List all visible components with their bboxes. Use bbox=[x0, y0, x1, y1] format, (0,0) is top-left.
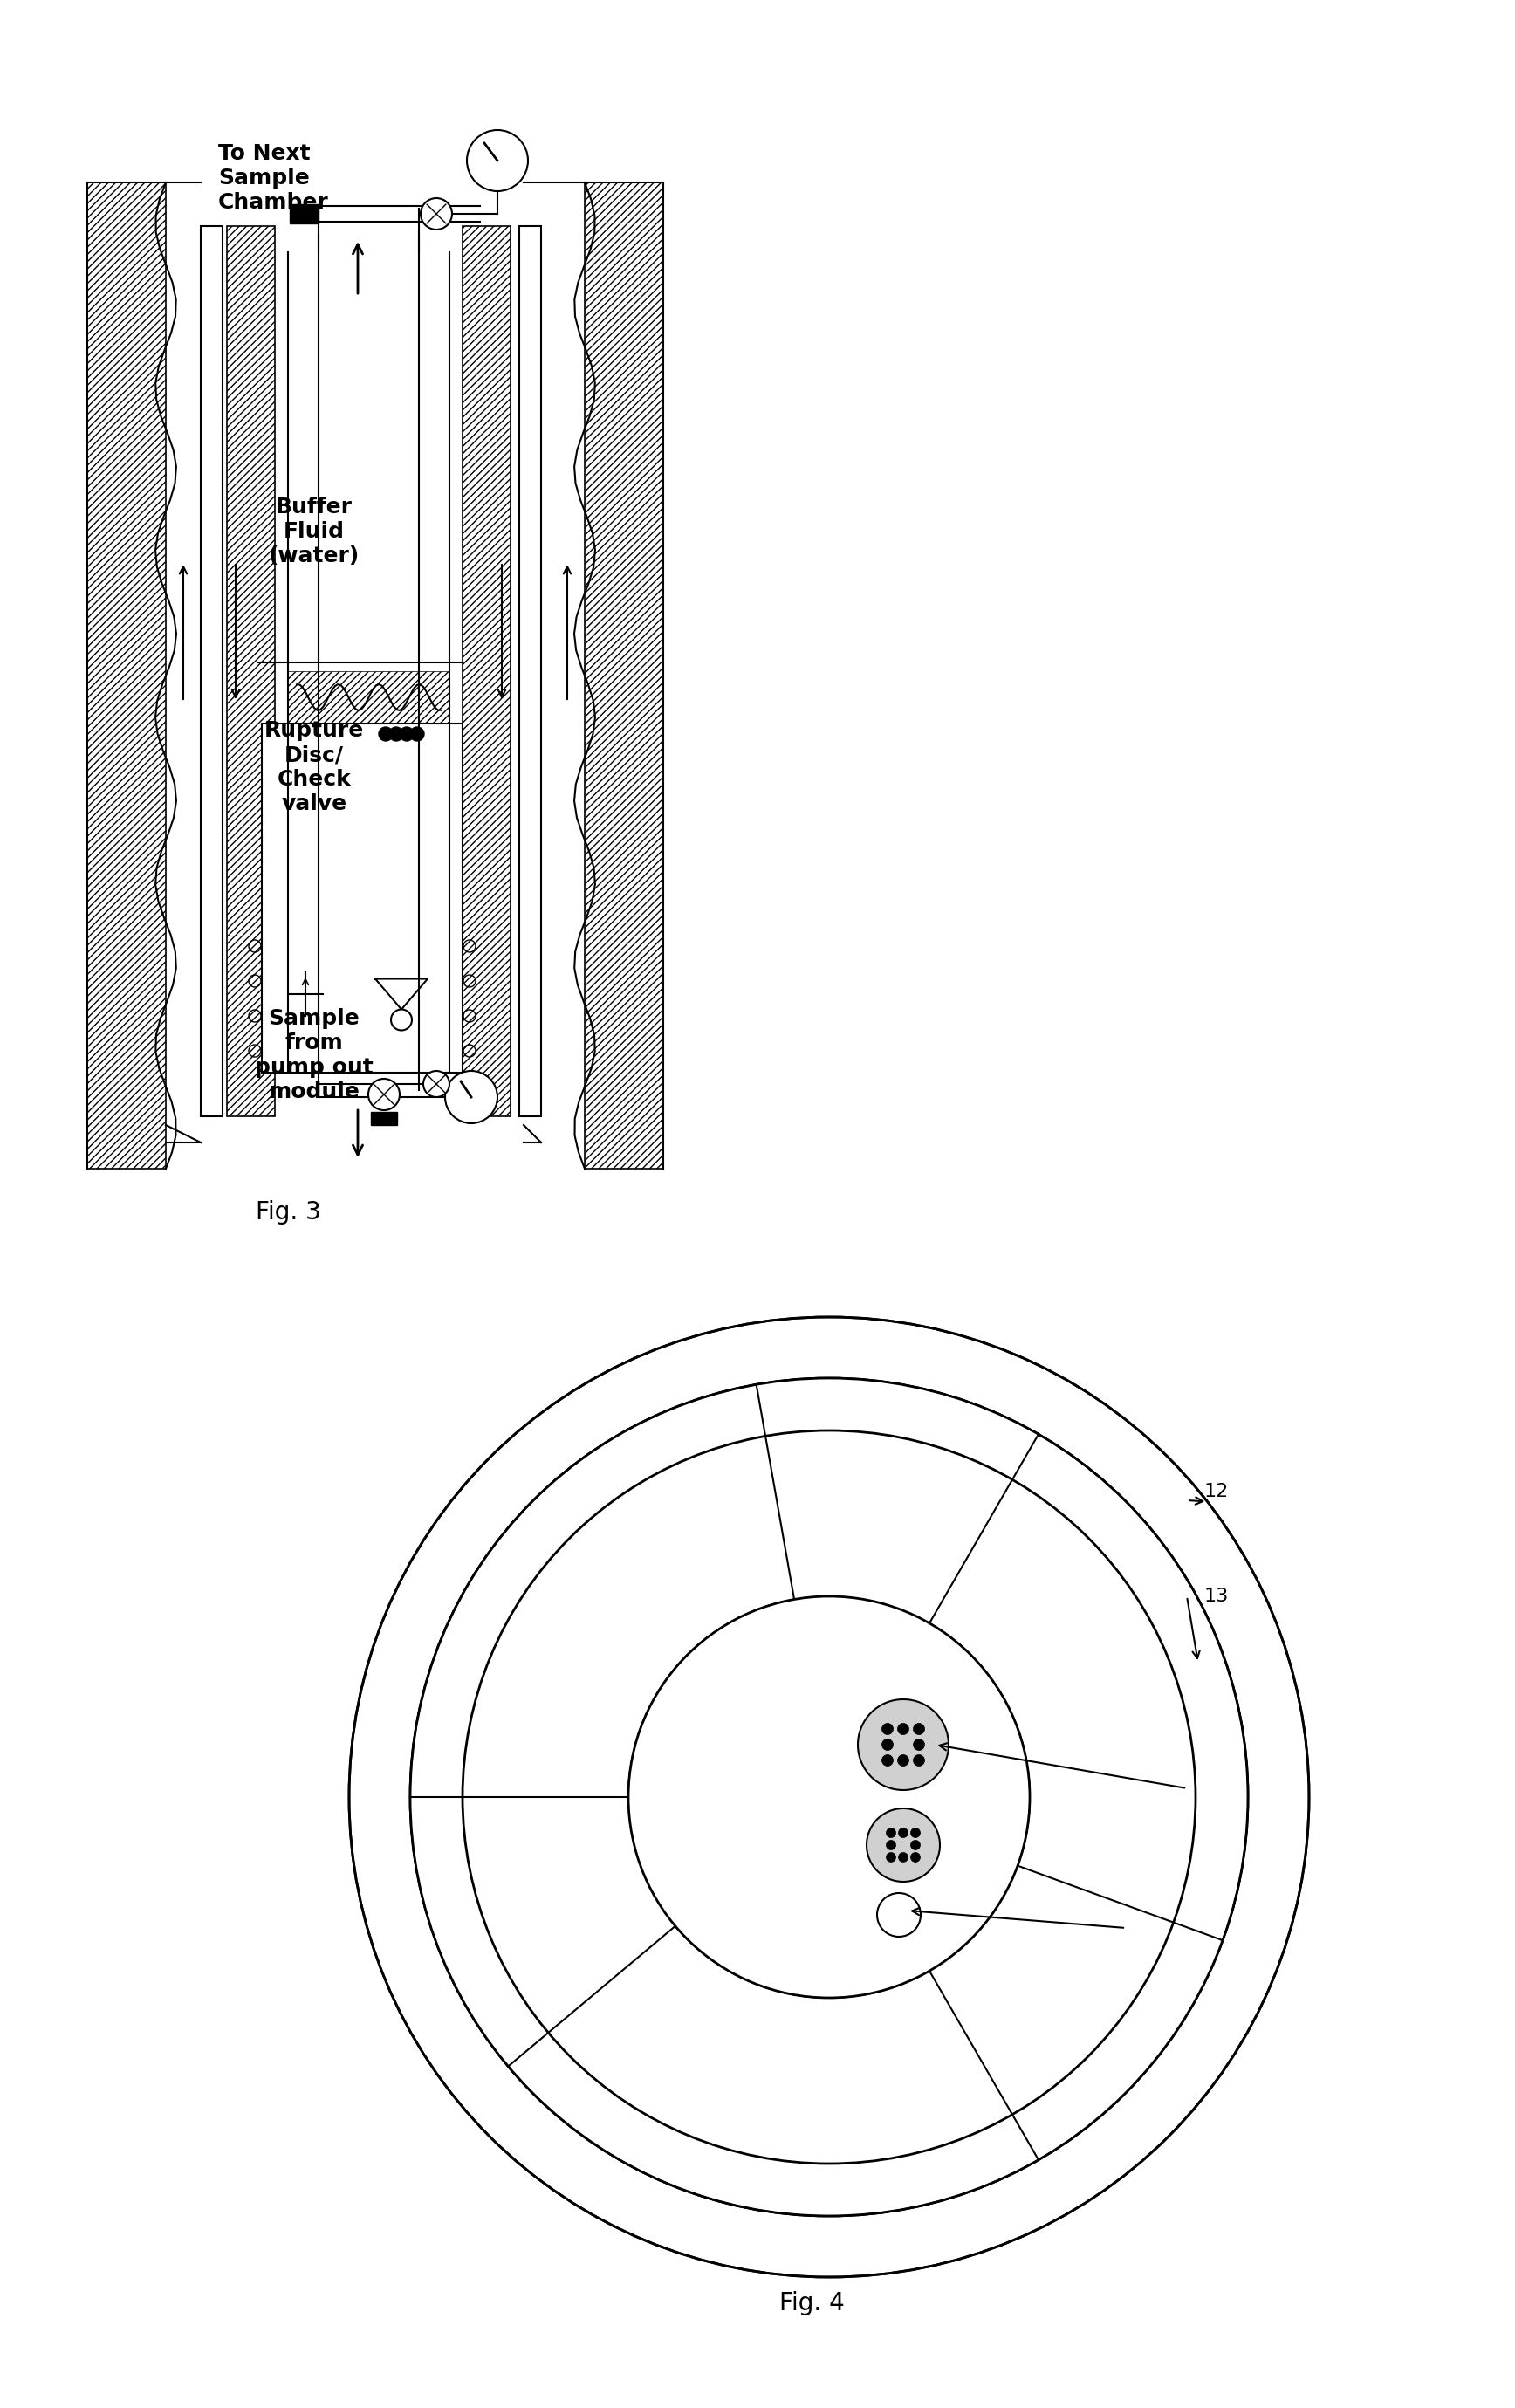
Circle shape bbox=[445, 1072, 497, 1122]
Circle shape bbox=[882, 1724, 894, 1734]
Circle shape bbox=[348, 1317, 1309, 2278]
Text: 14: 14 bbox=[1204, 1780, 1229, 1796]
Text: 12: 12 bbox=[1204, 1483, 1229, 1500]
Circle shape bbox=[897, 1724, 909, 1734]
Circle shape bbox=[914, 1739, 924, 1751]
Circle shape bbox=[897, 1755, 909, 1765]
Bar bbox=[88, 183, 165, 1168]
Circle shape bbox=[882, 1755, 894, 1765]
Bar bbox=[462, 226, 511, 1117]
Circle shape bbox=[423, 1072, 450, 1098]
Wedge shape bbox=[411, 1377, 865, 1905]
Bar bbox=[288, 672, 450, 1047]
Circle shape bbox=[368, 1079, 400, 1110]
Text: Rupture
Disc/
Check
valve: Rupture Disc/ Check valve bbox=[264, 720, 364, 814]
Circle shape bbox=[886, 1840, 895, 1849]
Circle shape bbox=[914, 1755, 924, 1765]
Circle shape bbox=[911, 1840, 920, 1849]
Bar bbox=[585, 183, 664, 1168]
Circle shape bbox=[411, 1377, 1248, 2215]
Text: Sample
from
pump out
module: Sample from pump out module bbox=[255, 1009, 373, 1103]
Circle shape bbox=[467, 130, 529, 190]
Circle shape bbox=[914, 1724, 924, 1734]
Wedge shape bbox=[756, 1377, 1038, 1623]
Wedge shape bbox=[882, 1392, 1248, 2037]
Circle shape bbox=[389, 727, 403, 742]
Circle shape bbox=[411, 727, 424, 742]
Circle shape bbox=[911, 1828, 920, 1837]
Text: 13: 13 bbox=[1204, 1587, 1229, 1606]
Circle shape bbox=[867, 1808, 939, 1881]
Circle shape bbox=[882, 1739, 894, 1751]
Bar bbox=[227, 226, 274, 1117]
Circle shape bbox=[911, 1852, 920, 1861]
Circle shape bbox=[400, 727, 414, 742]
Circle shape bbox=[391, 1009, 412, 1031]
Circle shape bbox=[857, 1700, 948, 1789]
Bar bbox=[289, 205, 318, 224]
Bar bbox=[520, 226, 541, 1117]
Bar bbox=[262, 722, 462, 1072]
Circle shape bbox=[421, 197, 451, 229]
Circle shape bbox=[877, 1893, 921, 1936]
Bar bbox=[371, 1112, 397, 1125]
Text: 15: 15 bbox=[768, 1784, 803, 1811]
Circle shape bbox=[629, 1597, 1030, 1999]
Circle shape bbox=[898, 1828, 907, 1837]
Text: Fig. 3: Fig. 3 bbox=[256, 1199, 321, 1226]
Text: To Next
Sample
Chamber: To Next Sample Chamber bbox=[218, 144, 329, 212]
Text: Buffer
Fluid
(water): Buffer Fluid (water) bbox=[268, 496, 359, 566]
Circle shape bbox=[898, 1852, 907, 1861]
Text: Fig. 4: Fig. 4 bbox=[779, 2290, 844, 2316]
Circle shape bbox=[886, 1828, 895, 1837]
Text: 16: 16 bbox=[1151, 1963, 1177, 1979]
Bar bbox=[200, 226, 223, 1117]
Circle shape bbox=[379, 727, 392, 742]
Wedge shape bbox=[450, 1883, 1126, 2215]
Wedge shape bbox=[929, 1866, 1223, 2160]
Circle shape bbox=[462, 1430, 1195, 2165]
Circle shape bbox=[886, 1852, 895, 1861]
Wedge shape bbox=[411, 1796, 676, 2066]
